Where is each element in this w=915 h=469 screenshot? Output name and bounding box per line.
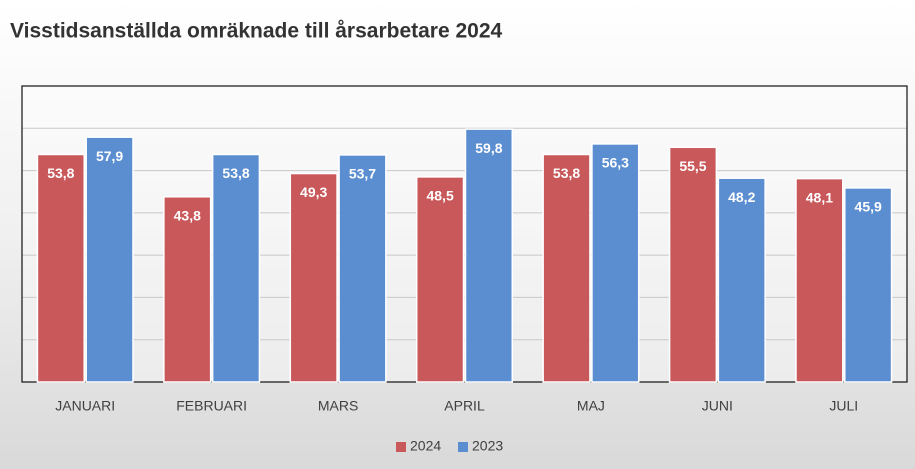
x-tick-label: MARS (318, 398, 358, 414)
bar (415, 176, 465, 383)
chart-title: Visstidsanställda omräknade till årsarbe… (10, 20, 503, 43)
data-label: 48,2 (728, 189, 755, 205)
x-tick-label: JULI (829, 398, 858, 414)
bar (36, 153, 85, 383)
data-label: 48,5 (426, 188, 453, 204)
x-tick-label: APRIL (444, 398, 485, 414)
bar (211, 153, 261, 383)
bar (163, 196, 212, 383)
data-label: 43,8 (174, 207, 201, 223)
data-label: 48,1 (806, 189, 833, 205)
bar (464, 128, 514, 383)
x-tick-label: MAJ (577, 398, 605, 414)
x-tick-label: JUNI (702, 398, 733, 414)
data-label: 56,3 (602, 155, 629, 171)
legend-label: 2023 (472, 438, 503, 454)
bar (85, 136, 134, 383)
data-label: 53,7 (349, 166, 376, 182)
data-label: 49,3 (300, 184, 327, 200)
plot-border (21, 85, 908, 383)
legend-swatch (458, 442, 468, 452)
bar (289, 172, 338, 383)
x-tick-label: JANUARI (55, 398, 115, 414)
data-label: 45,9 (855, 199, 882, 215)
data-label: 55,5 (679, 158, 706, 174)
bar (591, 143, 640, 383)
bar (542, 153, 591, 383)
data-label: 53,8 (222, 165, 249, 181)
legend-label: 2024 (410, 438, 441, 454)
data-label: 53,8 (47, 165, 74, 181)
plot-area (22, 86, 907, 382)
bar (717, 177, 766, 383)
x-tick-label: FEBRUARI (176, 398, 247, 414)
data-label: 53,8 (553, 165, 580, 181)
legend-swatch (396, 442, 406, 452)
data-label: 57,9 (96, 148, 123, 164)
bar (795, 177, 844, 383)
bar (844, 187, 893, 383)
data-label: 59,8 (475, 140, 502, 156)
bar (668, 146, 718, 383)
bar (338, 154, 387, 383)
